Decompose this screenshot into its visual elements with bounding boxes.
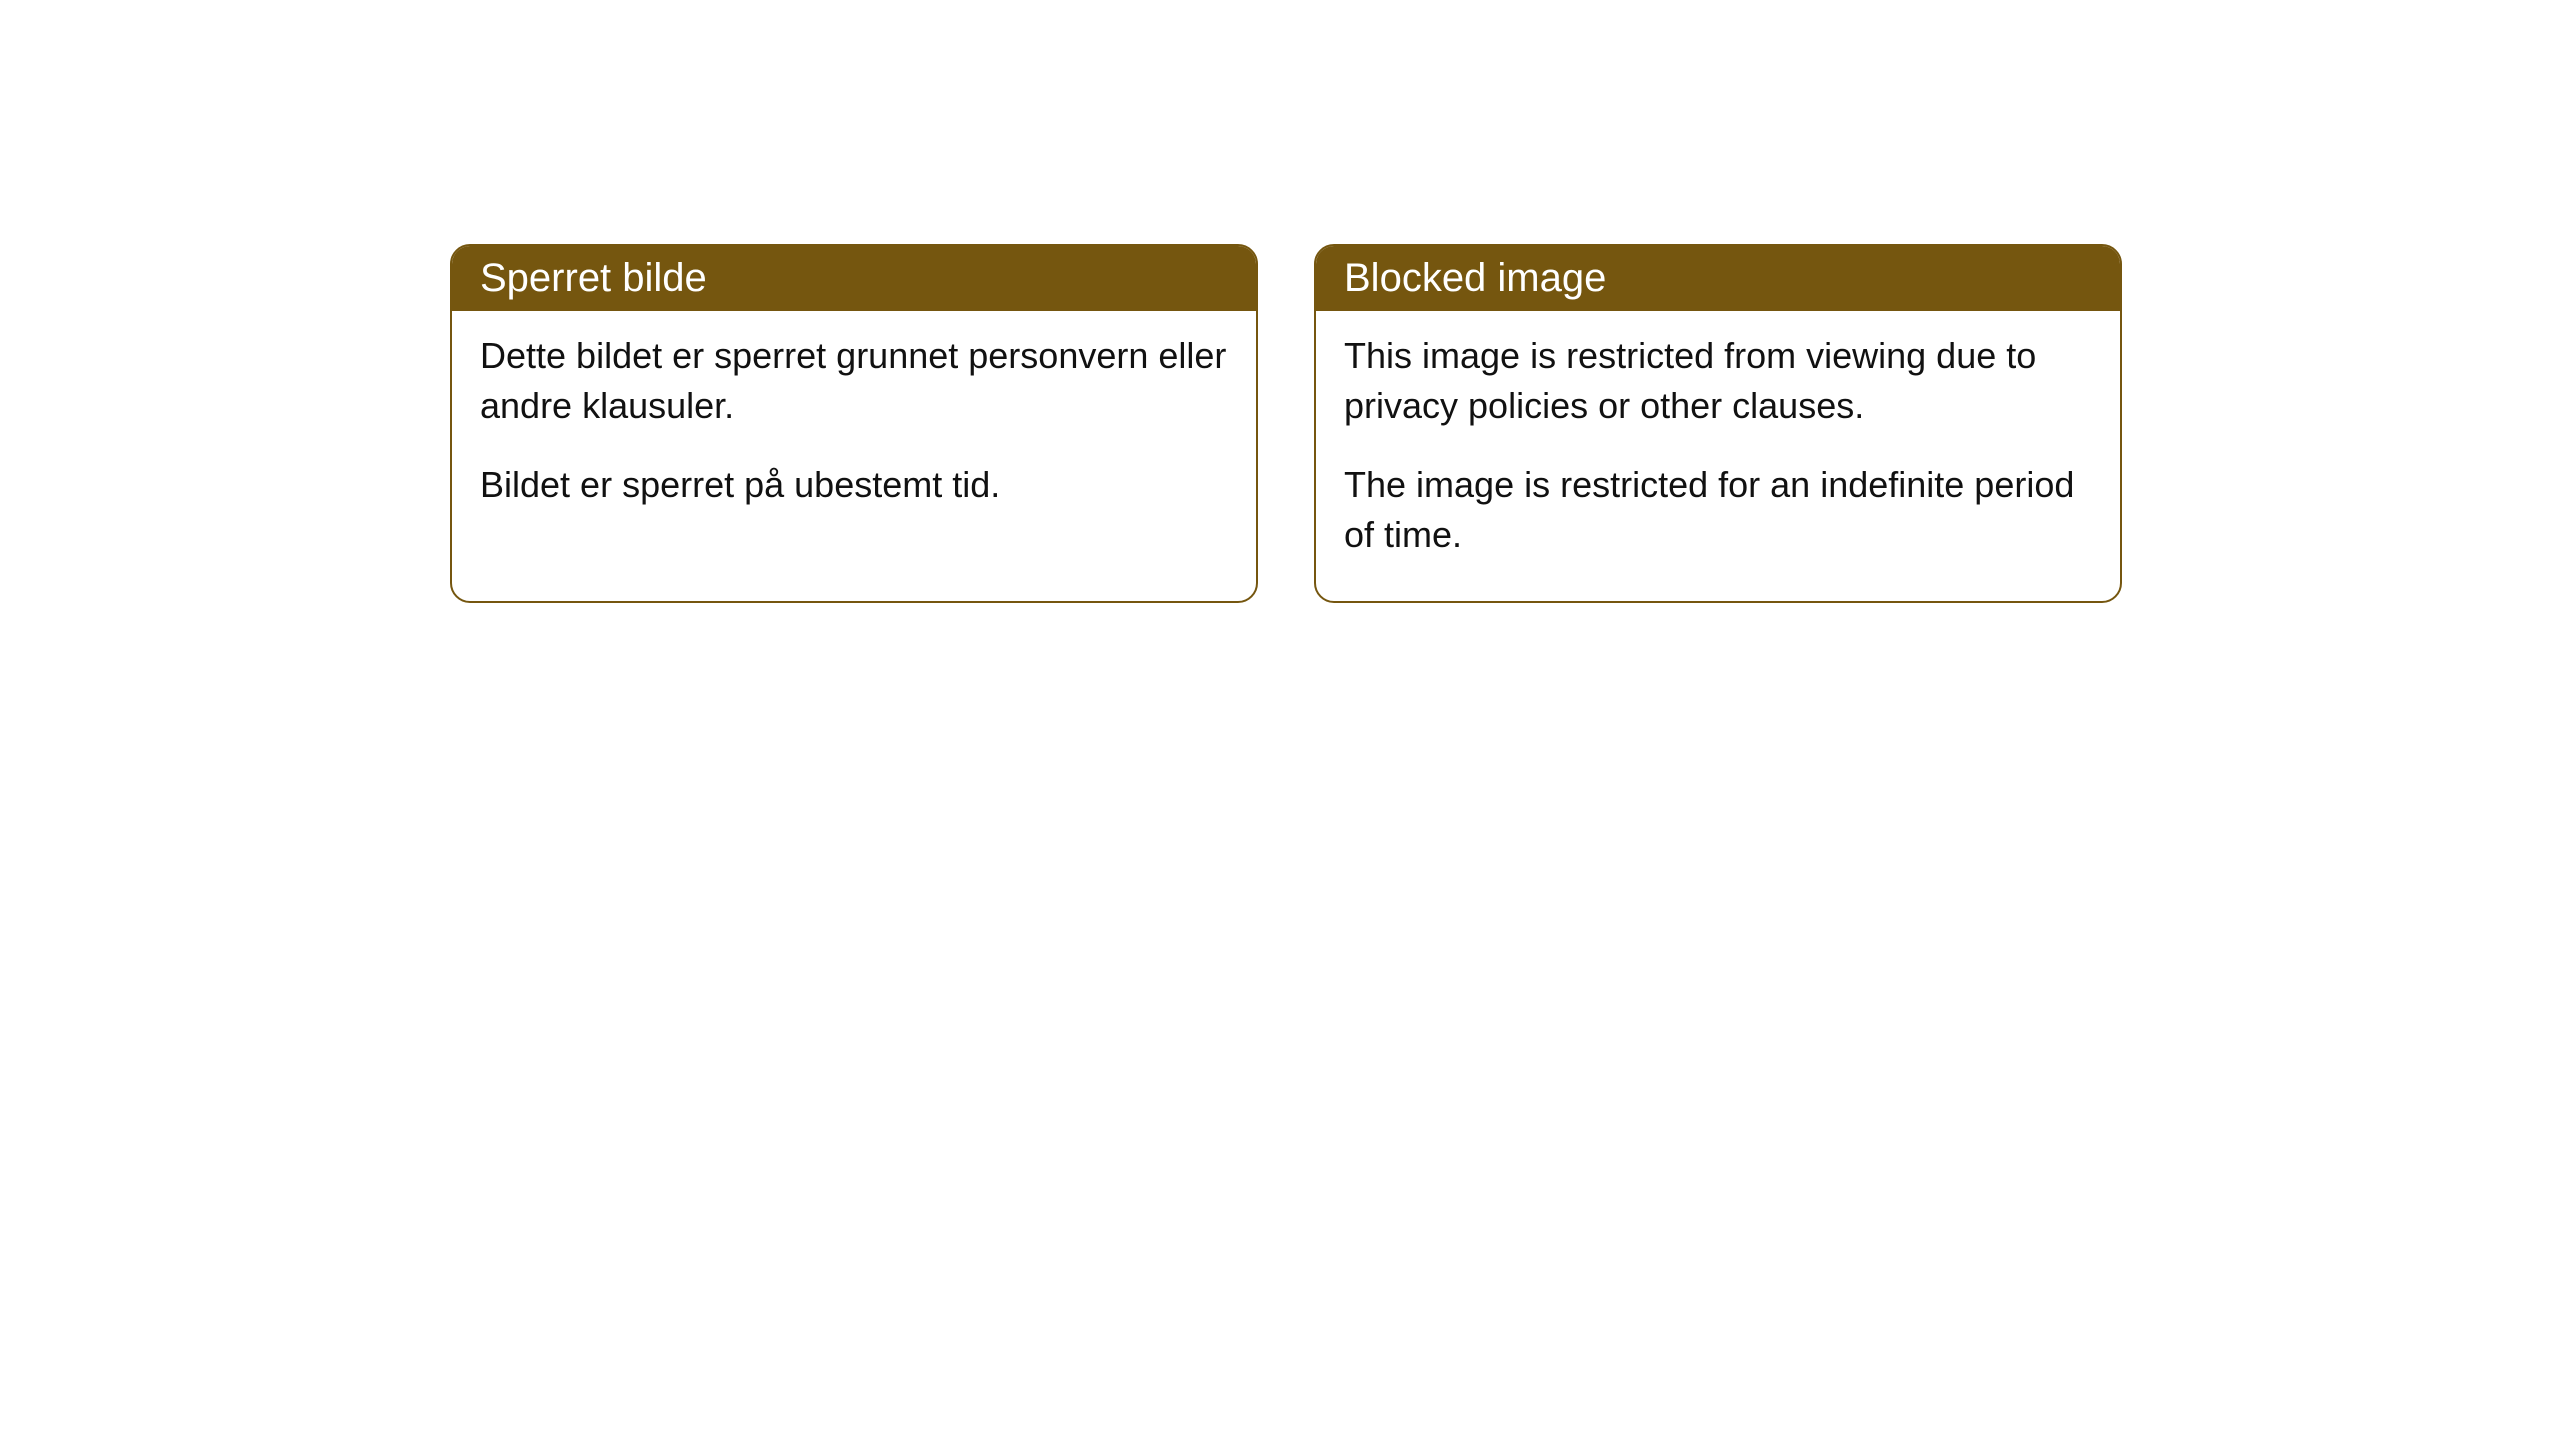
notice-cards-container: Sperret bilde Dette bildet er sperret gr… [450,244,2122,603]
card-header-no: Sperret bilde [452,246,1256,311]
card-body-en: This image is restricted from viewing du… [1316,311,2120,601]
card-header-en: Blocked image [1316,246,2120,311]
card-body-no: Dette bildet er sperret grunnet personve… [452,311,1256,550]
card-paragraph: Dette bildet er sperret grunnet personve… [480,331,1228,432]
card-paragraph: Bildet er sperret på ubestemt tid. [480,460,1228,510]
blocked-image-card-en: Blocked image This image is restricted f… [1314,244,2122,603]
card-paragraph: The image is restricted for an indefinit… [1344,460,2092,561]
blocked-image-card-no: Sperret bilde Dette bildet er sperret gr… [450,244,1258,603]
card-paragraph: This image is restricted from viewing du… [1344,331,2092,432]
